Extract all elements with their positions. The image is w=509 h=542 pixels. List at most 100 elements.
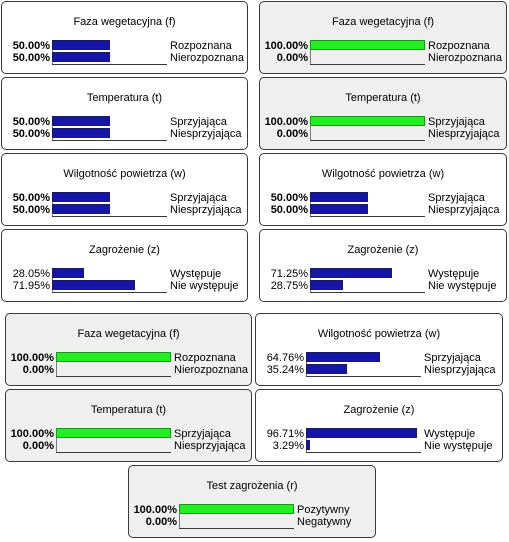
probability-bar-track bbox=[310, 204, 425, 216]
state-probability: 100.00% bbox=[10, 352, 54, 364]
state-row[interactable]: 71.95% Nie występuje bbox=[2, 280, 247, 292]
probability-bar bbox=[310, 192, 368, 202]
state-probability: 50.00% bbox=[12, 192, 50, 204]
state-label: Niesprzyjająca bbox=[174, 440, 246, 452]
state-row[interactable]: 0.00% Niesprzyjająca bbox=[6, 440, 251, 452]
state-row[interactable]: 50.00% Sprzyjająca bbox=[2, 192, 247, 204]
state-label: Rozpoznana bbox=[170, 40, 232, 52]
state-row[interactable]: 50.00% Nierozpoznana bbox=[2, 52, 247, 64]
state-label: Sprzyjająca bbox=[170, 192, 227, 204]
probability-bar-track bbox=[52, 204, 167, 216]
bar-baseline bbox=[56, 376, 171, 377]
node-panel[interactable]: Temperatura (t) 100.00% Sprzyjająca 0.00% Ni… bbox=[5, 389, 252, 462]
node-title: Wilgotność powietrza (w) bbox=[63, 168, 186, 180]
probability-bar-track bbox=[52, 192, 167, 204]
state-probability: 71.25% bbox=[270, 268, 308, 280]
state-label: Negatywny bbox=[297, 516, 352, 528]
node-panel[interactable]: Faza wegetacyjna (f) 100.00% Rozpoznana 0.0… bbox=[5, 313, 252, 386]
state-row[interactable]: 0.00% Niesprzyjająca bbox=[260, 128, 506, 140]
probability-bar bbox=[310, 116, 425, 126]
state-row[interactable]: 35.24% Niesprzyjająca bbox=[256, 364, 502, 376]
state-row[interactable]: 28.75% Nie występuje bbox=[260, 280, 506, 292]
probability-bar-track bbox=[306, 352, 421, 364]
state-probability: 35.24% bbox=[266, 364, 304, 376]
node-panel[interactable]: Zagrożenie (z) 71.25% Występuje 28.75% Nie w… bbox=[259, 229, 507, 302]
state-row[interactable]: 3.29% Nie występuje bbox=[256, 440, 502, 452]
node-panel[interactable]: Wilgotność powietrza (w) 64.76% Sprzyjając… bbox=[255, 313, 503, 386]
probability-bar-track bbox=[179, 516, 294, 528]
probability-bar bbox=[310, 268, 392, 278]
state-label: Nierozpoznana bbox=[428, 52, 502, 64]
node-title: Faza wegetacyjna (f) bbox=[77, 328, 180, 340]
node-panel[interactable]: Faza wegetacyjna (f) 50.00% Rozpoznana 50.0… bbox=[1, 1, 248, 74]
probability-bar bbox=[56, 428, 171, 438]
state-label: Sprzyjająca bbox=[428, 192, 485, 204]
state-row[interactable]: 100.00% Rozpoznana bbox=[260, 40, 506, 52]
bar-axis bbox=[56, 364, 57, 376]
state-row[interactable]: 50.00% Niesprzyjająca bbox=[2, 128, 247, 140]
state-row[interactable]: 50.00% Niesprzyjająca bbox=[2, 204, 247, 216]
state-row[interactable]: 100.00% Sprzyjająca bbox=[260, 116, 506, 128]
state-row[interactable]: 64.76% Sprzyjająca bbox=[256, 352, 502, 364]
state-probability: 0.00% bbox=[22, 440, 54, 452]
state-row[interactable]: 50.00% Rozpoznana bbox=[2, 40, 247, 52]
node-panel[interactable]: Temperatura (t) 50.00% Sprzyjająca 50.00% Ni… bbox=[1, 77, 248, 150]
state-row[interactable]: 100.00% Rozpoznana bbox=[6, 352, 251, 364]
state-row[interactable]: 50.00% Sprzyjająca bbox=[260, 192, 506, 204]
probability-bar bbox=[306, 428, 417, 438]
state-label: Występuje bbox=[428, 268, 480, 280]
probability-bar bbox=[52, 204, 110, 214]
probability-bar-track bbox=[52, 280, 167, 292]
state-row[interactable]: 50.00% Sprzyjająca bbox=[2, 116, 247, 128]
state-probability: 0.00% bbox=[276, 128, 308, 140]
state-label: Rozpoznana bbox=[174, 352, 236, 364]
state-row[interactable]: 0.00% Nierozpoznana bbox=[6, 364, 251, 376]
node-panel[interactable]: Test zagrożenia (r) 100.00% Pozytywny 0.00%… bbox=[128, 465, 376, 538]
state-row[interactable]: 0.00% Nierozpoznana bbox=[260, 52, 506, 64]
bar-baseline bbox=[56, 452, 171, 453]
state-probability: 0.00% bbox=[22, 364, 54, 376]
node-title: Faza wegetacyjna (f) bbox=[331, 16, 435, 28]
state-probability: 28.75% bbox=[270, 280, 308, 292]
bar-baseline bbox=[306, 376, 421, 377]
probability-bar-track bbox=[306, 440, 421, 452]
state-label: Sprzyjająca bbox=[170, 116, 227, 128]
state-label: Niesprzyjająca bbox=[170, 128, 242, 140]
node-panel[interactable]: Wilgotność powietrza (w) 50.00% Sprzyjając… bbox=[1, 153, 248, 226]
node-panel[interactable]: Temperatura (t) 100.00% Sprzyjająca 0.00% Ni… bbox=[259, 77, 507, 150]
state-row[interactable]: 96.71% Występuje bbox=[256, 428, 502, 440]
state-label: Nierozpoznana bbox=[174, 364, 248, 376]
node-title: Temperatura (t) bbox=[345, 92, 421, 104]
probability-bar-track bbox=[310, 52, 425, 64]
probability-bar bbox=[52, 268, 84, 278]
state-probability: 50.00% bbox=[12, 40, 50, 52]
state-label: Rozpoznana bbox=[428, 40, 490, 52]
probability-bar bbox=[52, 280, 135, 290]
state-probability: 50.00% bbox=[270, 204, 308, 216]
node-title: Test zagrożenia (r) bbox=[206, 480, 298, 492]
node-title: Zagrożenie (z) bbox=[89, 244, 160, 256]
state-row[interactable]: 100.00% Sprzyjająca bbox=[6, 428, 251, 440]
node-title: Temperatura (t) bbox=[86, 92, 163, 104]
state-probability: 50.00% bbox=[12, 116, 50, 128]
probability-bar-track bbox=[310, 280, 425, 292]
state-row[interactable]: 28.05% Występuje bbox=[2, 268, 247, 280]
bar-axis bbox=[179, 516, 180, 528]
bar-baseline bbox=[52, 140, 167, 141]
state-probability: 0.00% bbox=[276, 52, 308, 64]
state-label: Występuje bbox=[424, 428, 476, 440]
state-probability: 100.00% bbox=[10, 428, 54, 440]
node-panel[interactable]: Faza wegetacyjna (f) 100.00% Rozpoznana 0.0… bbox=[259, 1, 507, 74]
node-panel[interactable]: Zagrożenie (z) 28.05% Występuje 71.95% Nie w… bbox=[1, 229, 248, 302]
probability-bar bbox=[52, 128, 110, 138]
state-row[interactable]: 0.00% Negatywny bbox=[129, 516, 375, 528]
state-row[interactable]: 100.00% Pozytywny bbox=[129, 504, 375, 516]
state-label: Niesprzyjająca bbox=[428, 204, 500, 216]
node-panel[interactable]: Wilgotność powietrza (w) 50.00% Sprzyjając… bbox=[259, 153, 507, 226]
state-label: Sprzyjająca bbox=[424, 352, 481, 364]
state-label: Niesprzyjająca bbox=[170, 204, 242, 216]
state-row[interactable]: 71.25% Występuje bbox=[260, 268, 506, 280]
node-panel[interactable]: Zagrożenie (z) 96.71% Występuje 3.29% Nie wy… bbox=[255, 389, 503, 462]
state-row[interactable]: 50.00% Niesprzyjająca bbox=[260, 204, 506, 216]
probability-bar-track bbox=[310, 268, 425, 280]
